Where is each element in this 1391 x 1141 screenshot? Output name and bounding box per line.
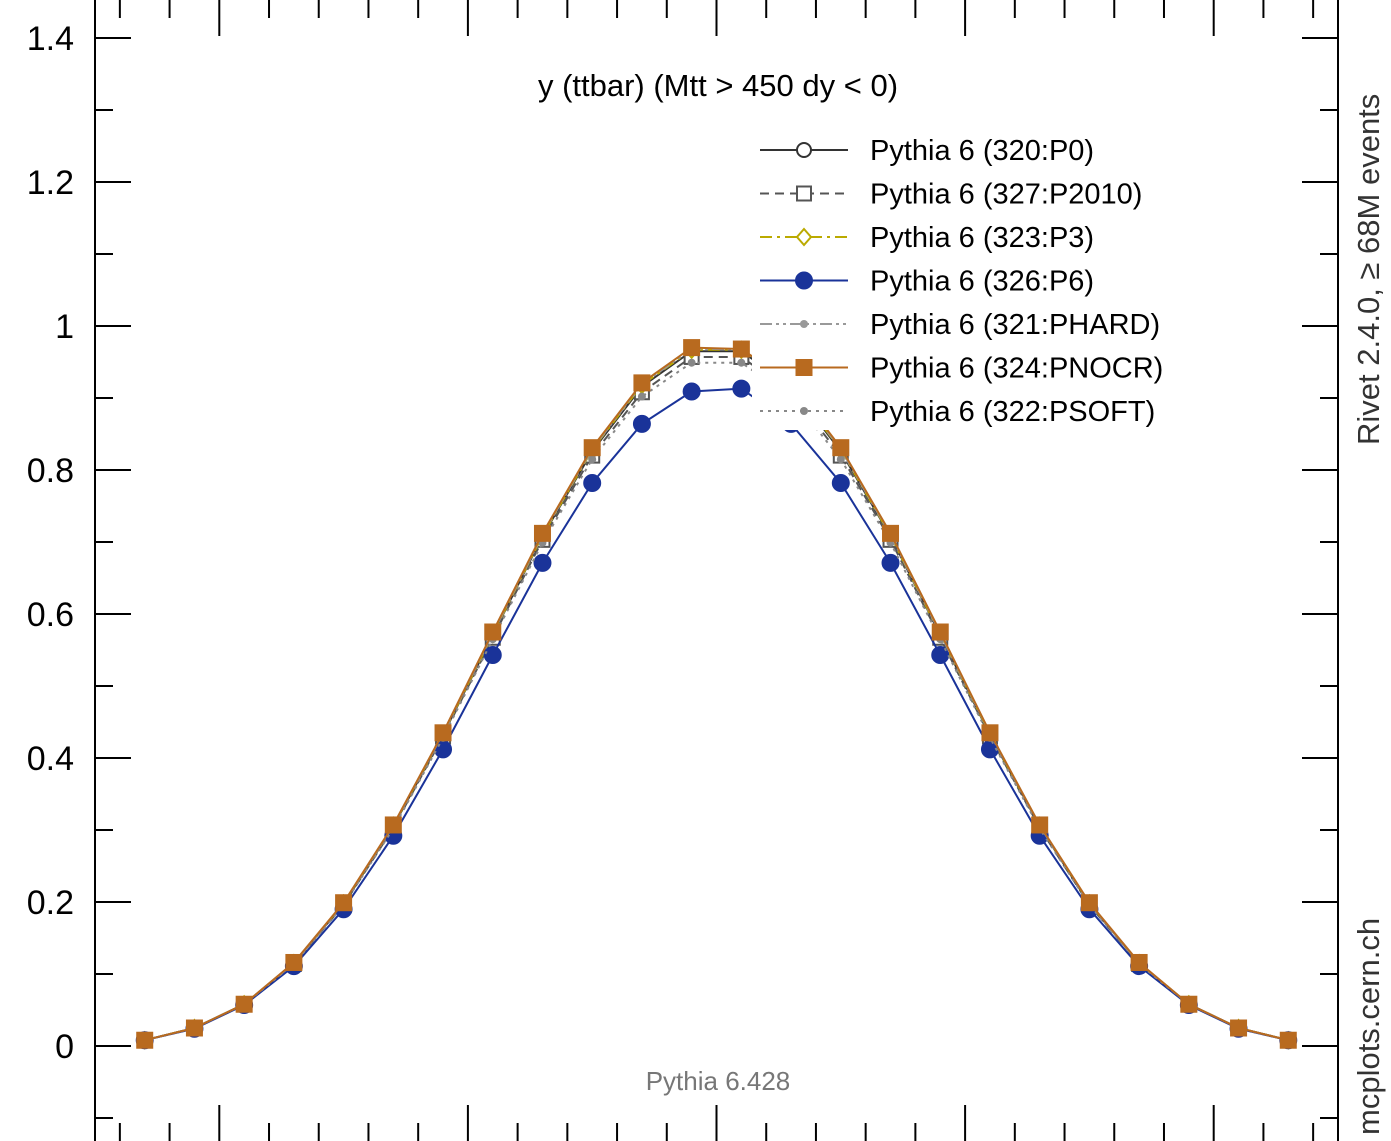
y-tick-label: 1.4: [27, 20, 74, 58]
data-point: [832, 439, 850, 457]
legend-marker: [795, 271, 813, 290]
data-point: [1130, 953, 1148, 971]
data-point: [737, 358, 746, 367]
legend-marker: [800, 407, 808, 415]
y-tick-label: 0.6: [27, 596, 74, 634]
data-point: [633, 374, 651, 392]
legend-marker: [796, 185, 812, 202]
legend-marker: [795, 227, 813, 247]
data-point: [434, 724, 452, 742]
series-group: [135, 339, 1298, 1050]
data-point: [483, 646, 502, 665]
legend-label: Pythia 6 (324:PNOCR): [870, 353, 1163, 385]
legend-marker: [796, 142, 812, 158]
data-point: [881, 553, 900, 572]
data-point: [836, 455, 845, 464]
data-point: [931, 623, 949, 641]
data-point: [185, 1019, 203, 1037]
data-point: [683, 339, 701, 357]
data-point: [285, 953, 303, 971]
side-label-mcplots: mcplots.cern.ch: [1351, 918, 1386, 1135]
data-point: [1031, 816, 1049, 834]
data-point: [882, 524, 900, 542]
series-line: [144, 361, 1289, 1042]
data-point: [384, 816, 402, 834]
data-point: [732, 340, 750, 358]
legend-marker: [795, 359, 813, 376]
y-tick-label: 0.2: [27, 884, 74, 922]
legend-label: Pythia 6 (327:P2010): [870, 179, 1142, 211]
side-label-rivet: Rivet 2.4.0, ≥ 68M events: [1351, 94, 1386, 445]
data-point: [1279, 1031, 1297, 1049]
legend-label: Pythia 6 (320:P0): [870, 135, 1094, 167]
data-point: [335, 894, 353, 912]
y-tick-label: 0.8: [27, 452, 74, 490]
data-point: [1080, 894, 1098, 912]
y-tick-label: 0: [55, 1028, 74, 1066]
data-point: [981, 724, 999, 742]
data-point: [931, 646, 950, 665]
data-point: [484, 623, 502, 641]
y-tick-label: 0.4: [27, 740, 74, 778]
series-line: [144, 346, 1289, 1042]
legend-label: Pythia 6 (322:PSOFT): [870, 396, 1155, 428]
data-point: [583, 439, 601, 457]
legend-label: Pythia 6 (326:P6): [870, 266, 1094, 298]
data-point: [533, 553, 552, 572]
data-point: [588, 455, 597, 464]
legend-label: Pythia 6 (321:PHARD): [870, 309, 1160, 341]
legend-marker: [800, 320, 808, 328]
y-tick-label: 1: [55, 308, 74, 346]
plot-frame: [94, 0, 1339, 1141]
data-point: [1230, 1019, 1248, 1037]
y-tick-label: 1.2: [27, 164, 74, 202]
data-point: [831, 473, 850, 492]
chart-title: y (ttbar) (Mtt > 450 dy < 0): [538, 68, 898, 103]
data-point: [632, 414, 651, 433]
data-point: [732, 379, 751, 398]
axis-ticks: 0 0.2 0.4 0.6 0.8 1 1.2 1.4: [27, 0, 1338, 1141]
series-line: [144, 387, 1289, 1042]
legend-background: [752, 125, 1222, 430]
data-point: [136, 1031, 154, 1049]
legend: Pythia 6 (320:P0) Pythia 6 (327:P2010) Pyt…: [752, 125, 1222, 430]
data-point: [235, 995, 253, 1013]
data-point: [687, 358, 696, 367]
data-point: [1180, 995, 1198, 1013]
series-5: [136, 339, 1297, 1049]
data-point: [637, 392, 646, 401]
series-3: [135, 379, 1298, 1050]
data-point: [583, 473, 602, 492]
data-point: [533, 524, 551, 542]
legend-label: Pythia 6 (323:P3): [870, 222, 1094, 254]
generator-label: Pythia 6.428: [646, 1066, 791, 1096]
data-point: [682, 382, 701, 401]
